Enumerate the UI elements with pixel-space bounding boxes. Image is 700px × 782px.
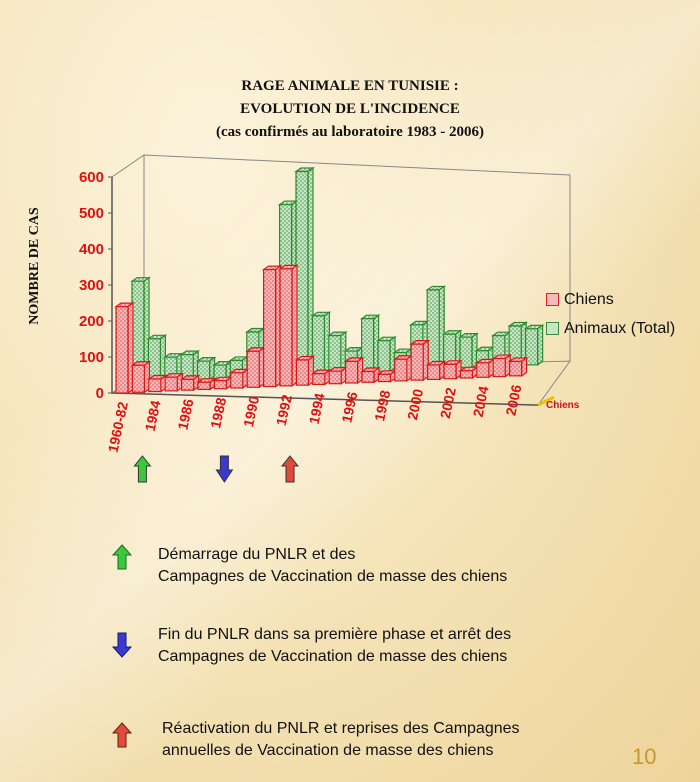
depth-axis-label: Chiens [546,400,580,411]
y-tick-label: 600 [79,169,104,186]
chart-subtitle: (cas confirmés au laboratoire 1983 - 200… [215,124,484,140]
y-tick-label: 400 [79,241,104,258]
x-tick-label: 1988 [207,396,229,430]
legend-item-chiens: Chiens [546,291,614,309]
blue-down-arrow-icon [112,632,132,658]
x-tick-label: 2000 [404,387,426,421]
x-tick-label: 1994 [306,392,328,426]
note-2-line-1: Fin du PNLR dans sa première phase et ar… [158,626,512,643]
red-up-arrow-icon [112,722,132,748]
x-tick-label: 2006 [502,383,524,417]
bar-chiens [294,355,316,387]
bar-animaux [310,311,332,376]
bar-chiens [474,358,496,379]
bar-chiens [491,353,513,378]
event-arrow-icon [280,455,300,483]
x-tick-label: 1998 [371,389,393,423]
page-number: 10 [632,744,657,769]
bar-animaux [458,332,479,369]
bar-chiens [245,346,267,389]
bar-animaux [376,336,397,373]
event-arrow-icon [215,455,234,483]
bar-chiens [278,264,299,388]
y-axis: 0 100 200 300 400 500 600 [79,169,113,402]
x-tick-label: 1960-82 [105,400,131,454]
bar-animaux [425,285,447,371]
chart-title-line-2: EVOLUTION DE L'INCIDENCE [240,101,460,117]
bar-chiens [327,366,349,385]
chart-title-line-1: RAGE ANIMALE EN TUNISIE : [241,78,459,94]
bar-animaux [507,321,529,367]
bar-animaux [146,334,168,383]
bar-chiens [343,356,365,385]
note-1-line-2: Campagnes de Vaccination de masse des ch… [158,568,508,585]
x-tick-label: 1986 [174,397,196,431]
note-reactivation: Réactivation du PNLR et reprises des Cam… [162,718,682,762]
note-3-line-1: Réactivation du PNLR et reprises des Cam… [162,720,520,737]
y-tick-label: 0 [96,385,104,402]
x-tick-label: 2004 [470,384,492,418]
legend-label-animaux: Animaux (Total) [564,320,676,337]
bar-chiens [212,376,234,390]
bar-chiens [114,301,135,395]
bar-chiens [310,368,332,386]
bar-animaux [212,360,233,380]
bar-animaux [523,324,545,366]
bar-chiens [130,360,152,394]
legend-item-animaux: Animaux (Total) [546,320,675,338]
note-start-campaign: Démarrage du PNLR et des Campagnes de Va… [158,544,678,588]
bar-series [114,166,545,395]
bar-chiens [376,369,398,383]
bar-chiens [425,360,447,381]
y-tick-label: 300 [79,277,104,294]
x-axis-line [111,392,539,406]
x-tick-label: 1996 [338,390,360,424]
bar-chiens [392,354,414,382]
bar-chiens [196,377,217,391]
note-end-phase: Fin du PNLR dans sa première phase et ar… [158,624,678,668]
note-2-line-2: Campagnes de Vaccination de masse des ch… [158,648,508,665]
bar-chiens [409,339,431,382]
green-up-arrow-icon [112,544,132,570]
legend-swatch-green [546,322,559,336]
bar-chiens [179,374,201,392]
bar-animaux [195,356,217,381]
depth-axis-line [537,395,555,407]
bar-chiens [146,374,168,393]
y-tick-label: 200 [79,313,104,330]
event-markers [133,455,300,483]
bar-chiens [442,359,463,380]
bar-animaux [359,314,381,374]
y-tick-label: 100 [79,349,104,366]
note-3-line-2: annuelles de Vaccination de masse des ch… [162,742,494,759]
bar-chiens [228,368,250,390]
bar-chiens [360,366,381,384]
bar-animaux [294,166,315,377]
bar-chiens [163,372,185,393]
event-arrow-icon [133,455,152,483]
y-tick-label: 500 [79,205,104,222]
x-tick-label: 1992 [273,393,295,427]
bar-chiens [507,356,529,377]
x-axis: 1960-82 1984 1986 1988 1990 1992 1994 1996 1998 2… [105,383,525,454]
bar-chiens [261,264,283,388]
back-wall [143,154,571,362]
x-tick-label: 2002 [437,386,459,420]
x-tick-label: 1990 [240,394,262,428]
legend-label-chiens: Chiens [564,291,614,308]
x-tick-label: 1984 [142,399,164,433]
legend-swatch-red [546,293,559,307]
bar-chiens [458,366,480,380]
note-1-line-1: Démarrage du PNLR et des [158,546,356,563]
